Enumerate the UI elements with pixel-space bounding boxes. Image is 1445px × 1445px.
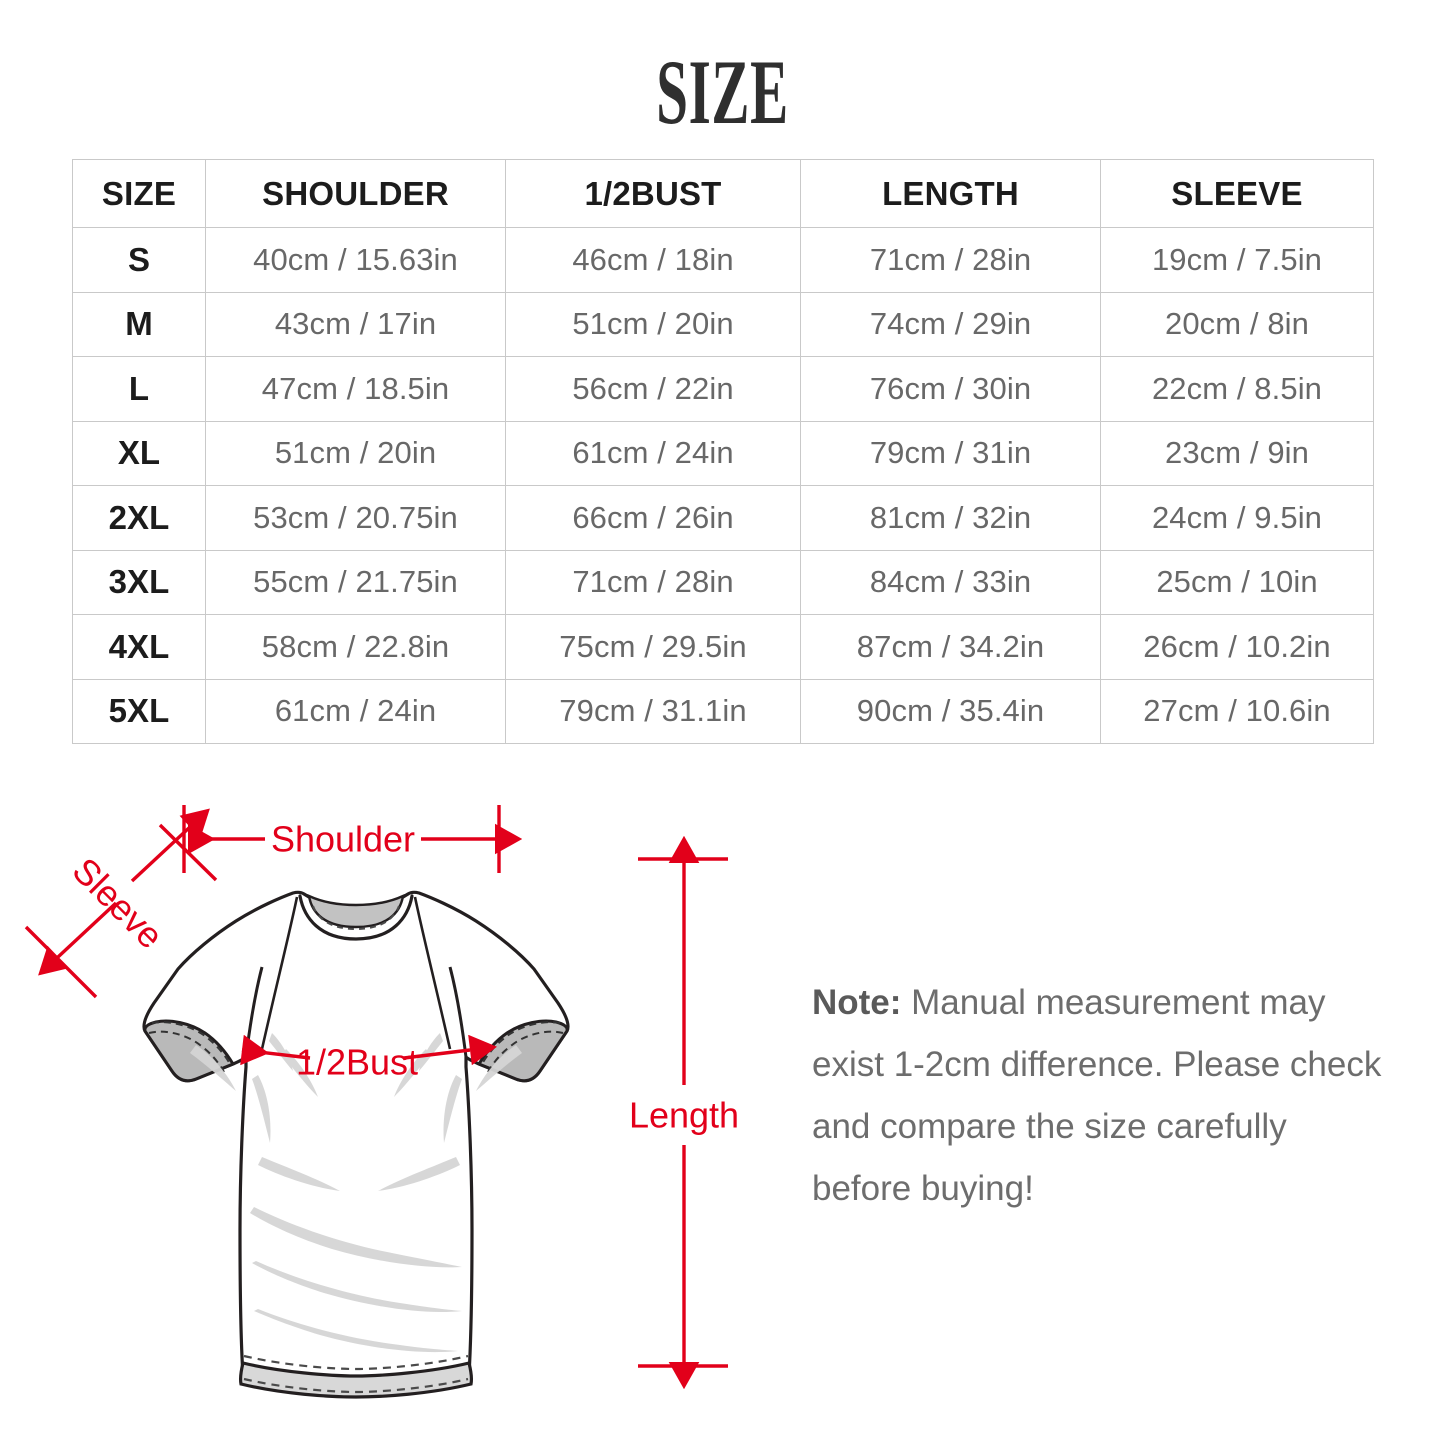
tshirt-illustration bbox=[142, 890, 570, 1399]
length-measurement: Length bbox=[629, 835, 739, 1390]
shoulder-measurement: Shoulder bbox=[182, 805, 523, 873]
cell-length: 74cm / 29in bbox=[800, 291, 1101, 357]
length-label: Length bbox=[629, 1095, 739, 1136]
cell-bust: 71cm / 28in bbox=[505, 549, 801, 615]
cell-size: 5XL bbox=[72, 678, 206, 744]
sleeve-tick-lower bbox=[24, 925, 98, 999]
cell-size: XL bbox=[72, 420, 206, 486]
cell-sleeve: 25cm / 10in bbox=[1100, 549, 1374, 615]
cell-sleeve: 20cm / 8in bbox=[1100, 291, 1374, 357]
tshirt-measurement-diagram: Shoulder Sleeve 1/2Bust bbox=[0, 775, 800, 1435]
cell-length: 76cm / 30in bbox=[800, 356, 1101, 422]
bottom-hem-stitch-upper bbox=[243, 1354, 469, 1371]
sleeve-label: Sleeve bbox=[65, 850, 172, 957]
table-body: S 40cm / 15.63in 46cm / 18in 71cm / 28in… bbox=[72, 227, 1374, 744]
cell-bust: 66cm / 26in bbox=[505, 485, 801, 551]
armhole-seam-right bbox=[448, 966, 468, 1058]
shoulder-seam-left bbox=[260, 896, 299, 1050]
bust-arrow-left-segment bbox=[240, 1034, 311, 1066]
cell-shoulder: 61cm / 24in bbox=[205, 678, 506, 744]
page-title: SIZE bbox=[656, 41, 789, 143]
cell-sleeve: 22cm / 8.5in bbox=[1100, 356, 1374, 422]
sleeve-arrow-lower-segment bbox=[38, 901, 118, 976]
note-text: Manual measurement may exist 1-2cm diffe… bbox=[812, 983, 1382, 1208]
cell-bust: 61cm / 24in bbox=[505, 420, 801, 486]
size-table: SIZE SHOULDER 1/2BUST LENGTH SLEEVE S 40… bbox=[72, 159, 1374, 744]
cell-length: 79cm / 31in bbox=[800, 420, 1101, 486]
bust-label: 1/2Bust bbox=[296, 1042, 418, 1083]
table-row: L 47cm / 18.5in 56cm / 22in 76cm / 30in … bbox=[72, 356, 1374, 422]
bust-arrow-right-segment bbox=[403, 1034, 498, 1066]
table-row: 2XL 53cm / 20.75in 66cm / 26in 81cm / 32… bbox=[72, 485, 1374, 551]
collar-inner-fill bbox=[307, 893, 405, 929]
bust-measurement: 1/2Bust bbox=[240, 1034, 498, 1083]
sleeve-cuff-left-stitch-inner bbox=[148, 1030, 225, 1073]
cell-size: M bbox=[72, 291, 206, 357]
sleeve-arrow-upper-segment bbox=[130, 808, 210, 883]
table-row: 5XL 61cm / 24in 79cm / 31.1in 90cm / 35.… bbox=[72, 678, 1374, 744]
cell-bust: 51cm / 20in bbox=[505, 291, 801, 357]
note-label: Note: bbox=[812, 983, 912, 1022]
table-header: SIZE SHOULDER 1/2BUST LENGTH SLEEVE bbox=[72, 159, 1374, 228]
sleeve-tick-upper bbox=[158, 823, 218, 882]
cell-size: S bbox=[72, 227, 206, 293]
cell-bust: 79cm / 31.1in bbox=[505, 678, 801, 744]
cell-shoulder: 43cm / 17in bbox=[205, 291, 506, 357]
sleeve-cuff-left-stitch-outer bbox=[151, 1021, 232, 1067]
shoulder-seam-right bbox=[413, 896, 452, 1050]
table-row: S 40cm / 15.63in 46cm / 18in 71cm / 28in… bbox=[72, 227, 1374, 293]
cell-size: 4XL bbox=[72, 614, 206, 680]
column-header-sleeve: SLEEVE bbox=[1100, 159, 1374, 228]
cell-size: L bbox=[72, 356, 206, 422]
cell-length: 90cm / 35.4in bbox=[800, 678, 1101, 744]
bottom-hem-stitch-lower bbox=[243, 1377, 469, 1394]
cell-sleeve: 27cm / 10.6in bbox=[1100, 678, 1374, 744]
cell-sleeve: 26cm / 10.2in bbox=[1100, 614, 1374, 680]
note-block: Note: Manual measurement may exist 1-2cm… bbox=[812, 972, 1382, 1220]
collar-outline bbox=[298, 894, 414, 941]
cell-length: 71cm / 28in bbox=[800, 227, 1101, 293]
cell-shoulder: 53cm / 20.75in bbox=[205, 485, 506, 551]
cell-shoulder: 47cm / 18.5in bbox=[205, 356, 506, 422]
cell-sleeve: 23cm / 9in bbox=[1100, 420, 1374, 486]
fabric-fold-shading bbox=[190, 1033, 522, 1353]
cell-size: 3XL bbox=[72, 549, 206, 615]
sleeve-cuff-right-stitch-inner bbox=[487, 1030, 564, 1073]
table-row: 4XL 58cm / 22.8in 75cm / 29.5in 87cm / 3… bbox=[72, 614, 1374, 680]
cell-length: 81cm / 32in bbox=[800, 485, 1101, 551]
collar-stitching bbox=[312, 905, 400, 931]
cell-bust: 56cm / 22in bbox=[505, 356, 801, 422]
table-row: 3XL 55cm / 21.75in 71cm / 28in 84cm / 33… bbox=[72, 549, 1374, 615]
cell-shoulder: 58cm / 22.8in bbox=[205, 614, 506, 680]
cell-shoulder: 55cm / 21.75in bbox=[205, 549, 506, 615]
column-header-length: LENGTH bbox=[800, 159, 1101, 228]
cell-shoulder: 40cm / 15.63in bbox=[205, 227, 506, 293]
column-header-shoulder: SHOULDER bbox=[205, 159, 506, 228]
cell-bust: 46cm / 18in bbox=[505, 227, 801, 293]
cell-bust: 75cm / 29.5in bbox=[505, 614, 801, 680]
table-row: XL 51cm / 20in 61cm / 24in 79cm / 31in 2… bbox=[72, 420, 1374, 486]
table-row: M 43cm / 17in 51cm / 20in 74cm / 29in 20… bbox=[72, 291, 1374, 357]
table-header-row: SIZE SHOULDER 1/2BUST LENGTH SLEEVE bbox=[72, 159, 1374, 228]
column-header-bust: 1/2BUST bbox=[505, 159, 801, 228]
cell-length: 87cm / 34.2in bbox=[800, 614, 1101, 680]
shoulder-label: Shoulder bbox=[271, 819, 415, 860]
column-header-size: SIZE bbox=[72, 159, 206, 228]
cell-size: 2XL bbox=[72, 485, 206, 551]
cell-length: 84cm / 33in bbox=[800, 549, 1101, 615]
tshirt-body-outline bbox=[142, 890, 570, 1386]
cell-shoulder: 51cm / 20in bbox=[205, 420, 506, 486]
cell-sleeve: 19cm / 7.5in bbox=[1100, 227, 1374, 293]
cell-sleeve: 24cm / 9.5in bbox=[1100, 485, 1374, 551]
